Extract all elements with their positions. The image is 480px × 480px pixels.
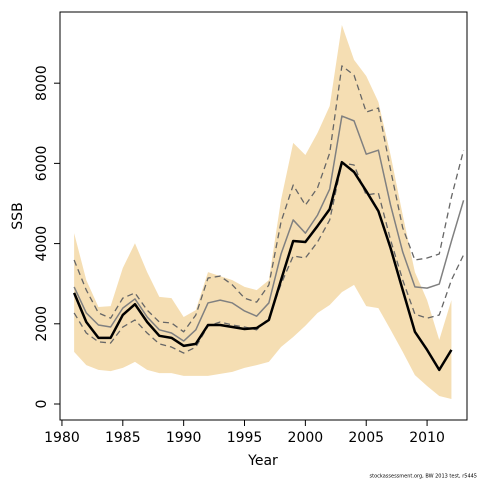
x-tick-label: 1985: [105, 430, 141, 446]
y-tick-label: 2000: [34, 306, 50, 342]
confidence-band: [74, 25, 452, 399]
plot-area: [72, 25, 465, 399]
series-line: [73, 115, 465, 342]
x-tick-label: 1995: [227, 430, 263, 446]
y-tick-label: 8000: [34, 65, 50, 101]
y-tick-label: 6000: [34, 146, 50, 182]
y-axis-label: SSB: [10, 202, 26, 229]
series-line: [72, 160, 453, 372]
x-tick-label: 1980: [44, 430, 80, 446]
x-axis-label: Year: [247, 453, 278, 469]
x-tick-label: 2000: [288, 430, 324, 446]
footnote: stockassessment.org, BW 2013 test, r5445: [370, 474, 477, 480]
plot-frame: [59, 11, 468, 421]
x-tick-label: 2010: [409, 430, 445, 446]
x-tick-label: 1990: [166, 430, 202, 446]
interval-line: [73, 65, 465, 333]
x-tick-label: 2005: [348, 430, 384, 446]
y-tick-label: 4000: [34, 226, 50, 262]
y-tick-label: 0: [34, 400, 50, 409]
